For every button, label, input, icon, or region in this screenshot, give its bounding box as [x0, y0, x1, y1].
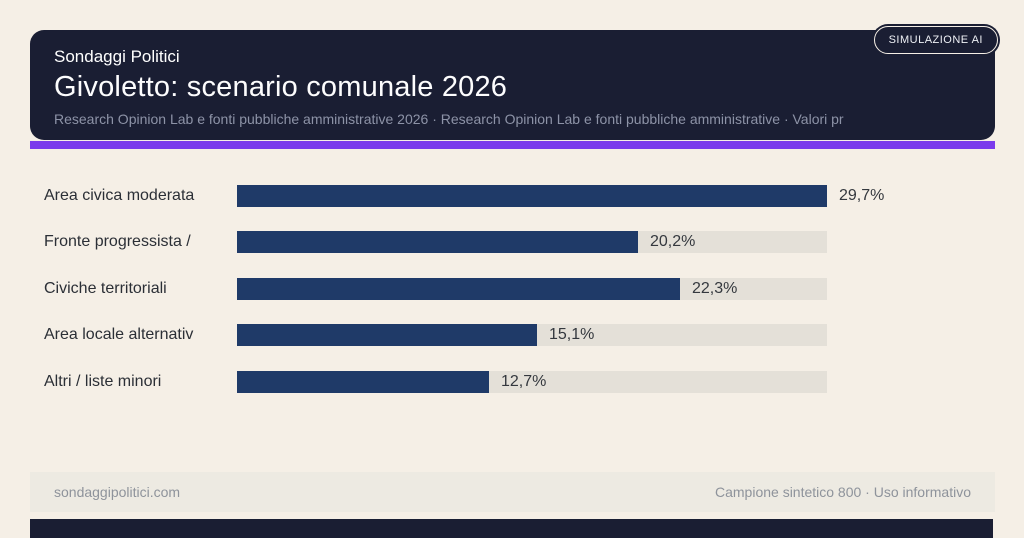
footer-band: sondaggipolitici.com Campione sintetico …: [30, 472, 995, 512]
subtitle: Research Opinion Lab e fonti pubbliche a…: [54, 111, 844, 127]
bar-fill: [237, 278, 680, 300]
chart-row: Altri / liste minori 12,7%: [0, 371, 1024, 393]
kicker: Sondaggi Politici: [54, 47, 180, 66]
chart-row: Fronte progressista / 20,2%: [0, 231, 1024, 253]
chart-row: Civiche territoriali 22,3%: [0, 278, 1024, 300]
chart: Area civica moderata 29,7% Fronte progress…: [0, 185, 1024, 415]
bar-track: 20,2%: [237, 231, 827, 253]
category-label: Fronte progressista /: [44, 233, 191, 250]
bar-track: 29,7%: [237, 185, 884, 207]
footer-note: Campione sintetico 800 · Uso informativo: [714, 484, 971, 500]
value-label: 20,2%: [650, 233, 696, 250]
page-title: Givoletto: scenario comunale 2026: [54, 71, 508, 103]
bar-fill: [237, 185, 827, 207]
chart-row: Area civica moderata 29,7%: [0, 185, 1024, 207]
chart-row: Area locale alternativ 15,1%: [0, 324, 1024, 346]
bar-fill: [237, 231, 638, 253]
accent-bar: [30, 141, 995, 149]
bar-fill: [237, 324, 537, 346]
bar-track: 12,7%: [237, 371, 827, 393]
bottom-bar: [30, 519, 993, 538]
value-label: 22,3%: [692, 280, 738, 297]
category-label: Altri / liste minori: [44, 373, 162, 390]
value-label: 29,7%: [839, 187, 885, 204]
category-label: Area locale alternativ: [44, 326, 194, 343]
value-label: 15,1%: [549, 326, 595, 343]
header-card: Sondaggi Politici Givoletto: scenario co…: [30, 30, 995, 140]
simulation-badge: SIMULAZIONE AI: [873, 26, 998, 54]
footer-site: sondaggipolitici.com: [54, 484, 181, 500]
bar-track: 15,1%: [237, 324, 827, 346]
value-label: 12,7%: [501, 373, 547, 390]
category-label: Area civica moderata: [44, 187, 195, 204]
category-label: Civiche territoriali: [44, 280, 167, 297]
bar-track: 22,3%: [237, 278, 827, 300]
bar-fill: [237, 371, 489, 393]
